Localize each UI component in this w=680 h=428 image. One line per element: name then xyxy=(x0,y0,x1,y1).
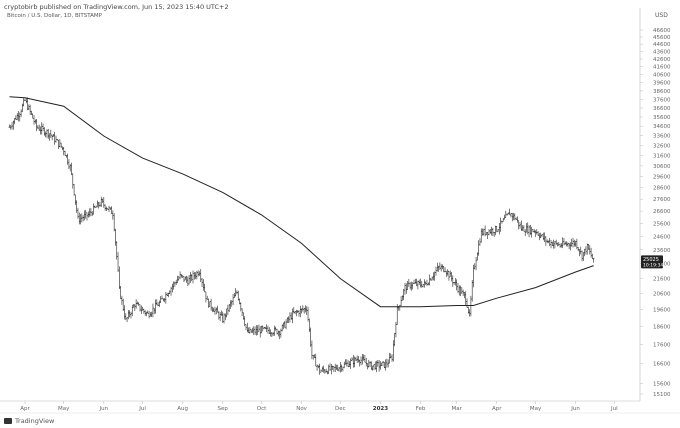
symbol-legend: Bitcoin / U.S. Dollar, 1D, BITSTAMP xyxy=(7,13,102,19)
x-tick-label: Apr xyxy=(492,406,502,412)
footer-brand-label: TradingView xyxy=(15,417,55,425)
x-tick-label: Mar xyxy=(451,406,462,412)
tradingview-logo-icon xyxy=(4,418,12,424)
x-tick-label: Feb xyxy=(416,406,426,412)
x-tick-label: Nov xyxy=(296,406,307,412)
y-tick-label: 41600 xyxy=(653,65,671,71)
x-tick-label: Oct xyxy=(257,406,267,412)
y-tick-label: 18600 xyxy=(653,325,671,331)
y-tick-label: 44600 xyxy=(653,42,671,48)
y-tick-label: 46600 xyxy=(653,28,671,34)
y-tick-label: 30600 xyxy=(653,164,671,170)
y-tick-label: 27600 xyxy=(653,197,671,203)
x-tick-label: 2023 xyxy=(373,406,388,412)
y-tick-label: 37600 xyxy=(653,97,671,103)
x-tick-label: Jul xyxy=(610,406,618,412)
y-tick-label: 35600 xyxy=(653,115,671,121)
y-tick-label: 32600 xyxy=(653,143,671,149)
x-tick-label: Jul xyxy=(138,406,146,412)
y-tick-label: 26600 xyxy=(653,209,671,215)
x-tick-label: May xyxy=(530,406,542,412)
y-tick-label: 34600 xyxy=(653,124,671,130)
y-tick-label: 21600 xyxy=(653,276,671,282)
y-tick-label: 25600 xyxy=(653,221,671,227)
x-tick-label: Apr xyxy=(20,406,30,412)
y-tick-label: 15600 xyxy=(653,381,671,387)
y-tick-label: 36600 xyxy=(653,106,671,112)
price-badge-value: 25025 xyxy=(643,257,659,263)
y-tick-label: 19600 xyxy=(653,308,671,314)
y-tick-label: 17600 xyxy=(653,343,671,349)
x-tick-label: Dec xyxy=(335,406,346,412)
x-tick-label: Jun xyxy=(570,406,580,412)
y-tick-label: 31600 xyxy=(653,153,671,159)
footer-brand: TradingView xyxy=(4,417,54,425)
y-tick-label: 38600 xyxy=(653,89,671,95)
y-tick-label: 40600 xyxy=(653,73,671,79)
y-tick-label: 39600 xyxy=(653,81,671,87)
x-tick-label: May xyxy=(58,406,70,412)
y-tick-label: 33600 xyxy=(653,134,671,140)
x-tick-label: Aug xyxy=(177,406,188,412)
x-tick-label: Sep xyxy=(218,406,229,412)
y-tick-label: 16600 xyxy=(653,361,671,367)
y-tick-label: 28600 xyxy=(653,186,671,192)
price-badge xyxy=(641,255,663,269)
y-tick-label: 29600 xyxy=(653,175,671,181)
price-badge-countdown: 10:19:34 xyxy=(643,262,663,268)
y-tick-label: 20600 xyxy=(653,292,671,298)
y-tick-label: 15100 xyxy=(653,392,671,398)
currency-label: USD xyxy=(655,12,668,19)
y-tick-label: 24600 xyxy=(653,234,671,240)
y-tick-label: 23600 xyxy=(653,248,671,254)
y-tick-label: 43600 xyxy=(653,49,671,55)
y-tick-label: 42600 xyxy=(653,57,671,63)
x-tick-label: Jun xyxy=(99,406,109,412)
moving-average-line xyxy=(9,96,594,308)
y-tick-label: 45600 xyxy=(653,35,671,41)
publisher-line: cryptobirb published on TradingView.com,… xyxy=(4,3,229,11)
